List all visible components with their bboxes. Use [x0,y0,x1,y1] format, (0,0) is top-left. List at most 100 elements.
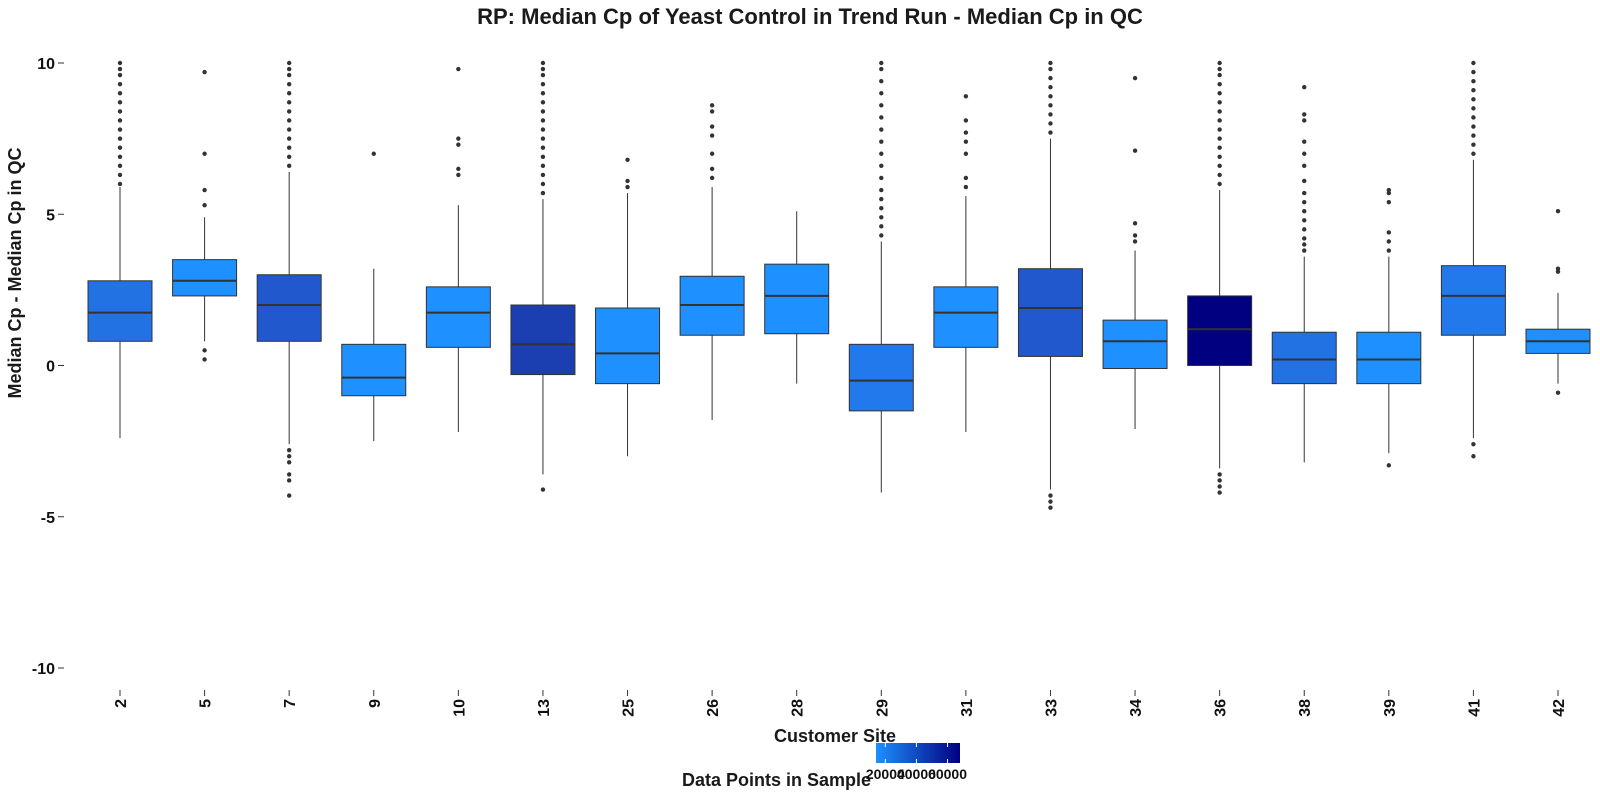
outlier-point [286,154,292,159]
outlier-point [963,175,969,181]
outlier-point [202,357,207,362]
x-tick-label: 2 [113,699,130,708]
x-tick-label: 31 [959,699,976,717]
iqr-box [848,343,914,412]
outlier-point [117,72,123,78]
outlier-point [540,109,546,114]
outlier-point [1471,78,1476,84]
outlier-point [1302,163,1307,169]
box-site-39 [1356,187,1422,468]
legend-tick-label: 60000 [928,766,967,782]
outlier-point [117,118,123,123]
iqr-box [933,286,999,348]
outlier-point [286,109,292,114]
outlier-point [879,206,884,211]
outlier-point [117,91,123,96]
outlier-point [879,224,884,229]
outlier-point [286,66,292,72]
outlier-point [286,478,292,483]
outlier-point [1471,441,1476,447]
outlier-point [286,472,292,477]
outlier-point [879,91,884,96]
outlier-point [1217,60,1222,66]
x-tick-label: 10 [451,699,468,717]
box-series [87,60,1591,510]
x-tick-label: 34 [1128,699,1145,717]
outlier-point [540,118,546,123]
outlier-point [540,60,546,66]
outlier-point [456,66,461,72]
outlier-point [1217,81,1222,87]
outlier-point [1217,154,1222,159]
box-site-13 [510,60,576,492]
box-site-9 [341,151,407,442]
outlier-point [879,139,884,144]
outlier-point [1471,106,1476,111]
outlier-point [879,163,884,169]
outlier-point [879,127,884,132]
outlier-point [1471,88,1476,93]
outlier-point [879,215,884,220]
outlier-point [1386,239,1392,244]
outlier-point [540,163,546,169]
legend-tick-label: 40000 [897,766,936,782]
iqr-box [1017,268,1083,357]
box-site-33 [1017,60,1083,510]
box-site-10 [425,66,491,433]
outlier-point [1217,181,1222,187]
outlier-point [456,166,461,172]
outlier-point [879,103,884,108]
x-tick-label: 26 [705,699,722,717]
y-tick-label: 10 [37,56,55,73]
outlier-point [117,60,123,66]
outlier-point [879,78,884,84]
iqr-box [1356,331,1422,385]
x-tick-label: 28 [790,699,807,717]
outlier-point [1217,478,1222,483]
outlier-point [1302,242,1307,247]
outlier-point [963,130,969,135]
outlier-point [879,151,884,156]
outlier-point [625,184,630,190]
outlier-point [1471,69,1476,75]
iqr-box [595,307,661,385]
x-tick-label: 25 [621,699,638,717]
outlier-point [1217,66,1222,72]
outlier-point [1302,112,1307,117]
outlier-point [1048,103,1053,108]
iqr-box [87,280,153,342]
outlier-point [1302,236,1307,241]
iqr-box [510,304,576,376]
x-tick-label: 7 [282,699,299,708]
outlier-point [1302,178,1307,184]
outlier-point [709,133,715,138]
x-axis: 2 5 7 9 10 13 25 26 28 29 31 33 34 36 38 39 41 42 [113,690,1568,717]
outlier-point [286,72,292,78]
outlier-point [540,190,546,196]
outlier-point [117,127,123,132]
outlier-point [117,172,123,178]
outlier-point [117,81,123,87]
outlier-point [117,163,123,169]
outlier-point [709,109,715,114]
outlier-point [540,91,546,96]
outlier-point [709,151,715,156]
outlier-point [1217,172,1222,178]
outlier-point [1471,133,1476,138]
outlier-point [963,184,969,190]
outlier-point [1555,266,1561,271]
x-tick-label: 5 [198,699,215,708]
outlier-point [1132,148,1138,153]
outlier-point [1302,85,1307,90]
outlier-point [286,454,292,459]
outlier-point [1302,218,1307,223]
outlier-point [709,103,715,108]
outlier-point [1302,139,1307,144]
outlier-point [879,196,884,202]
outlier-point [1302,227,1307,232]
outlier-point [1302,209,1307,214]
x-tick-label: 39 [1382,699,1399,717]
outlier-point [1471,151,1476,156]
outlier-point [202,348,207,353]
